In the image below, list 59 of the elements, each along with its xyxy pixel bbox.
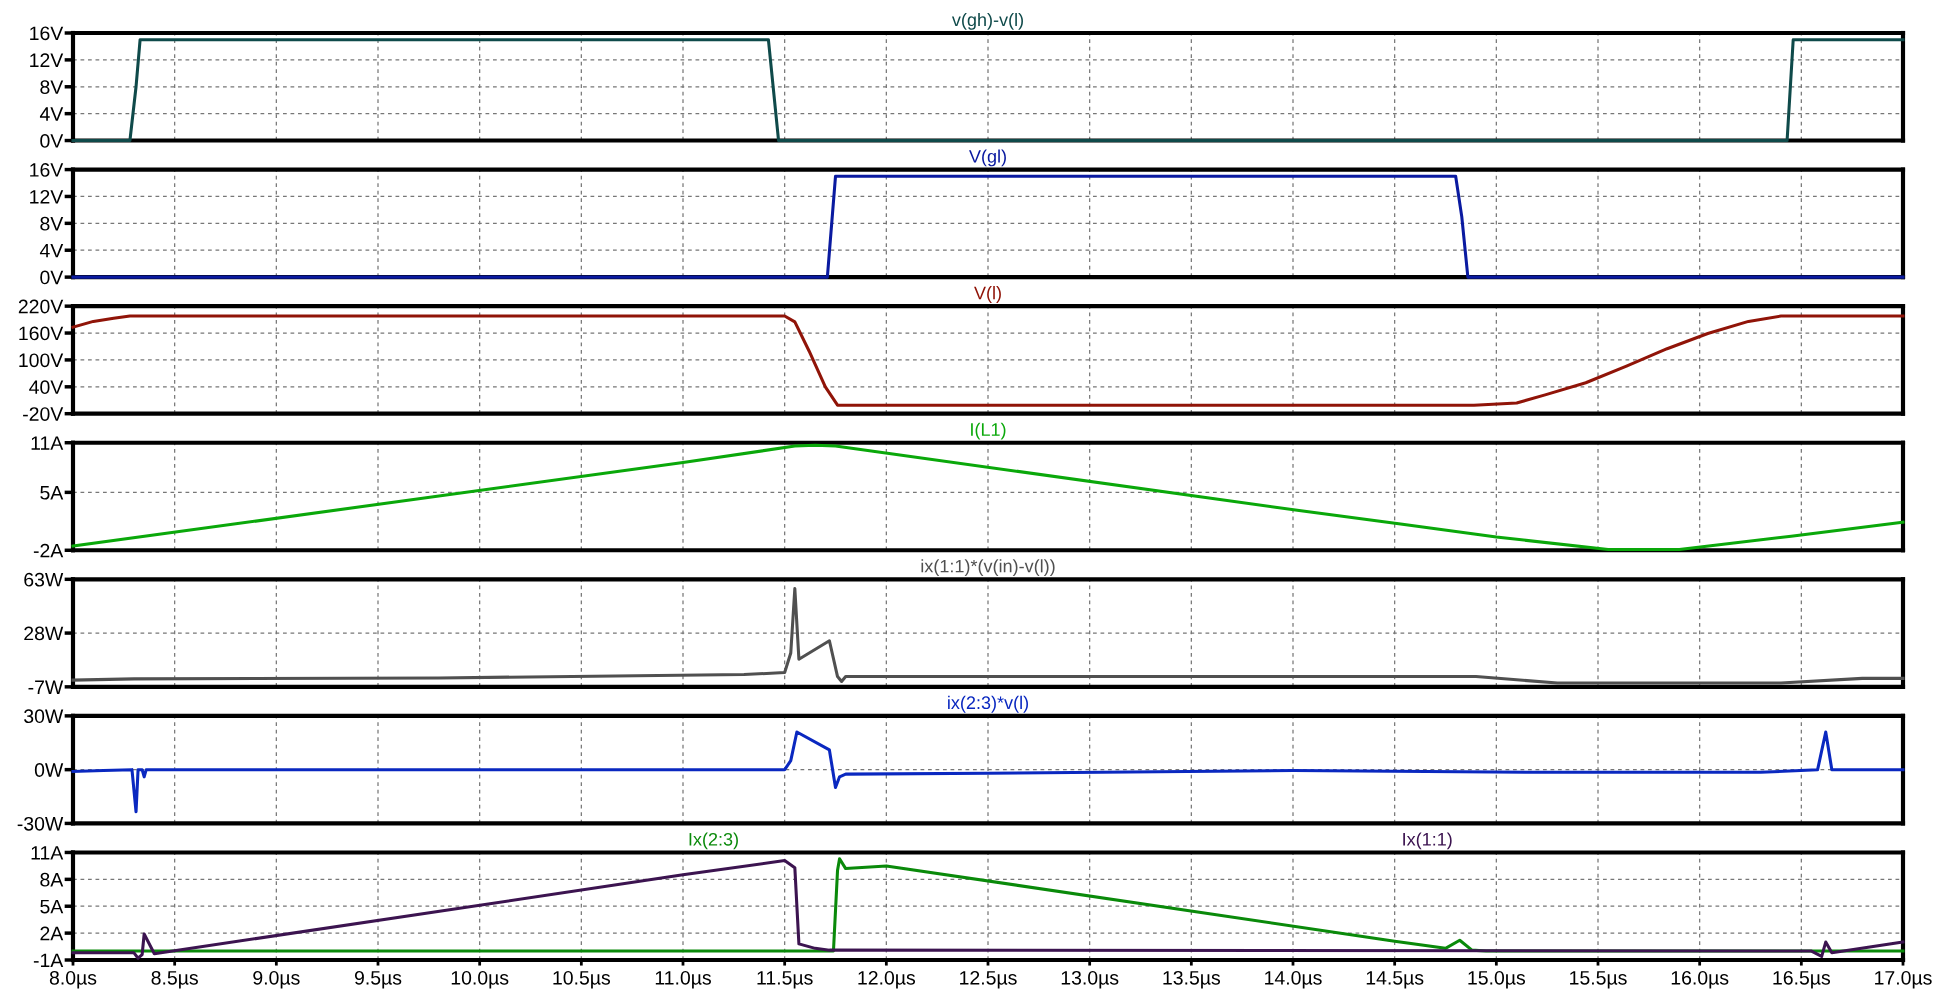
y-tick-label: 4V: [39, 243, 64, 258]
x-tick-label: 8.5µs: [151, 970, 198, 989]
x-tick-label: 15.0µs: [1468, 970, 1526, 989]
y-tick-label: 8A: [40, 872, 64, 887]
text: ix(2:3)*v(l): [948, 695, 1029, 713]
y-tick-label: 12V: [30, 53, 64, 67]
line-series: [71, 586, 1905, 685]
x-tick-label: 14.5µs: [1366, 971, 1424, 989]
y-tick-label: -7W: [28, 680, 64, 694]
y-tick-label: 63W: [24, 572, 64, 587]
y-tick-label: 8V: [40, 80, 64, 95]
y-tick-label: -20V: [23, 407, 64, 421]
x-tick-label: 12.5µs: [960, 970, 1017, 989]
x-tick-label: 16.0µs: [1671, 970, 1729, 989]
x-tick-label: 14.0µs: [1265, 970, 1322, 989]
y-tick-label: -1A: [33, 953, 64, 968]
text: Ix(2:3): [689, 832, 738, 850]
y-tick-label: 5A: [40, 486, 64, 500]
y-tick-label: 100V: [19, 353, 64, 368]
y-tick-label: 0W: [34, 763, 64, 777]
text: V(l): [974, 286, 1001, 303]
y-tick-label: 0V: [40, 134, 64, 148]
x-tick-label: 8.0µs: [49, 970, 97, 989]
y-tick-label: 0V: [40, 270, 64, 285]
y-tick-label: 16V: [30, 26, 64, 41]
x-tick-label: 11.0µs: [655, 970, 711, 989]
y-tick-label: 40V: [29, 380, 64, 395]
y-tick-label: 220V: [18, 299, 64, 314]
series-label: V(gl): [969, 149, 1006, 167]
y-tick-label: 11A: [31, 436, 64, 450]
line-series: [71, 730, 1905, 814]
x-tick-label: 13.5µs: [1163, 970, 1221, 989]
y-tick-label: 5A: [40, 899, 64, 914]
text: ix(1:1)*(v(in)-v(l)): [921, 559, 1055, 577]
x-tick-label: 13.0µs: [1061, 970, 1119, 989]
x-tick-label: 15.5µs: [1570, 971, 1627, 989]
y-tick-label: 11A: [31, 846, 64, 860]
x-tick-label: 12.0µs: [858, 970, 916, 989]
y-tick-label: 28W: [24, 626, 64, 641]
y-tick-label: -2A: [33, 543, 64, 558]
y-tick-label: 160V: [19, 326, 64, 341]
y-tick-label: 2A: [40, 926, 64, 941]
y-tick-label: 30W: [24, 709, 64, 724]
x-tick-label: 16.5µs: [1773, 970, 1831, 989]
x-tick-label: 17.0µs: [1875, 970, 1932, 989]
text: Ix(1:1): [1403, 832, 1452, 850]
y-tick-label: 8V: [40, 216, 64, 231]
x-tick-label: 9.0µs: [253, 970, 300, 989]
y-tick-label: 12V: [30, 189, 64, 204]
x-tick-label: 10.0µs: [451, 970, 509, 989]
text: v(gh)-v(l): [951, 12, 1023, 30]
x-tick-label: 9.5µs: [354, 970, 402, 989]
series-label: I(L1): [971, 422, 1006, 440]
x-tick-label: 11.5µs: [757, 971, 813, 989]
x-tick-label: 10.5µs: [553, 970, 611, 989]
y-tick-label: 16V: [30, 163, 64, 177]
y-tick-label: 4V: [39, 107, 64, 121]
y-tick-label: -30W: [17, 816, 64, 831]
line-series: [71, 314, 1905, 407]
